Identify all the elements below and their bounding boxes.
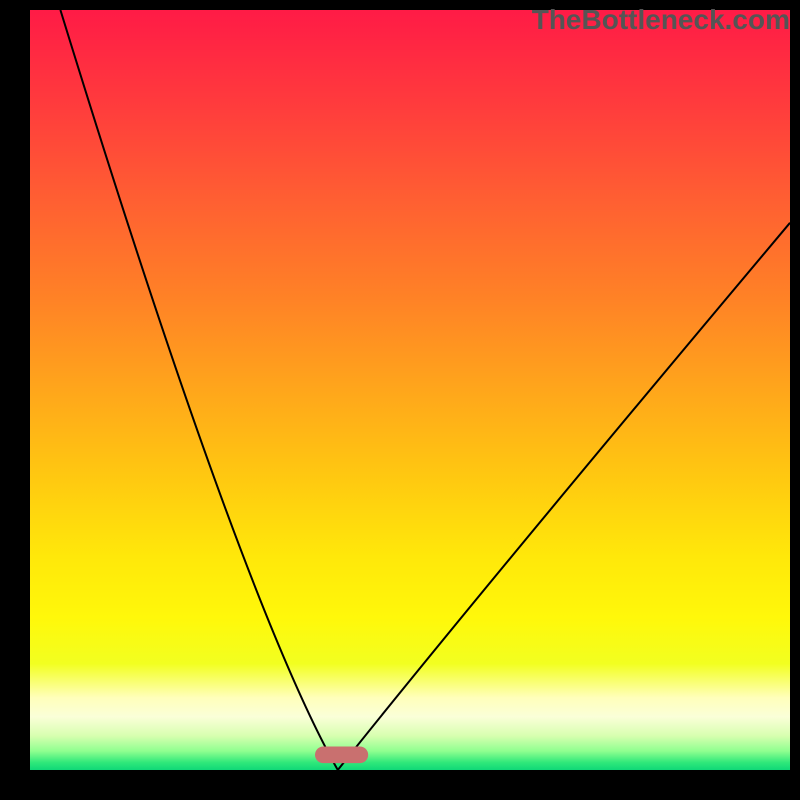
plot-svg	[30, 10, 790, 770]
chart-container: TheBottleneck.com	[0, 0, 800, 800]
plot-area	[30, 10, 790, 770]
optimal-point-marker	[315, 746, 368, 763]
watermark-text: TheBottleneck.com	[532, 4, 790, 36]
chart-background	[30, 10, 790, 770]
